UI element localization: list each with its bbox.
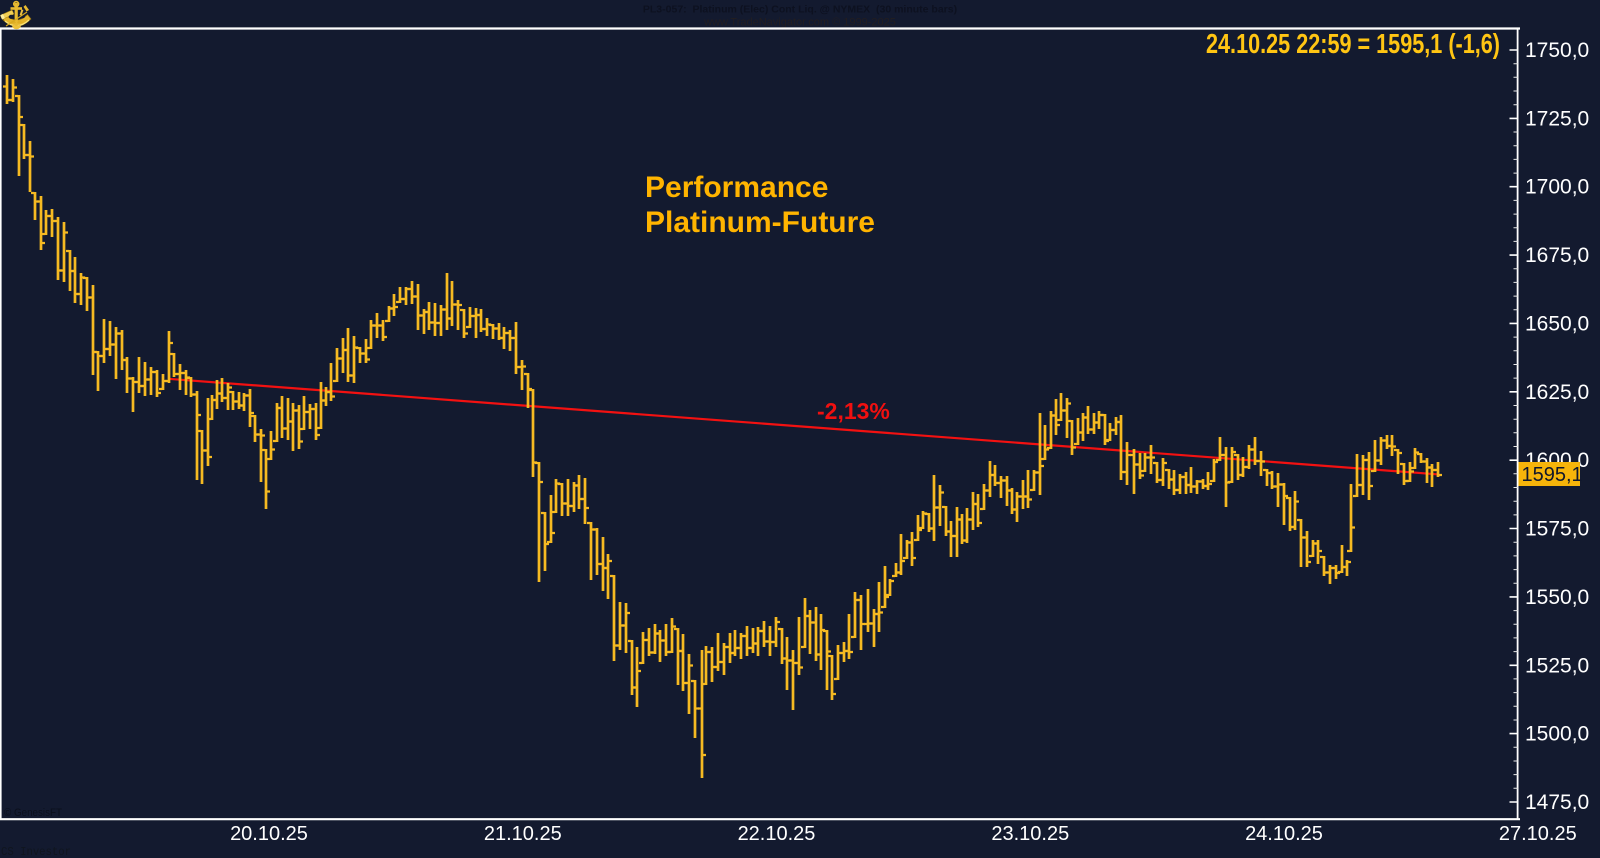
svg-text:CS Investor: CS Investor [1, 845, 71, 858]
svg-text:1575,0: 1575,0 [1525, 518, 1589, 541]
svg-text:1525,0: 1525,0 [1525, 654, 1589, 677]
svg-text:© GenesisFT: © GenesisFT [4, 807, 62, 819]
svg-text:24.10.25 22:59 = 1595,1 (-1,6): 24.10.25 22:59 = 1595,1 (-1,6) [1206, 28, 1500, 59]
svg-text:1750,0: 1750,0 [1525, 39, 1589, 62]
svg-text:1675,0: 1675,0 [1525, 244, 1589, 267]
svg-text:Performance: Performance [645, 171, 828, 204]
svg-text:24.10.25: 24.10.25 [1245, 823, 1323, 845]
svg-text:1625,0: 1625,0 [1525, 381, 1589, 404]
svg-text:Platinum-Future: Platinum-Future [645, 206, 875, 239]
svg-text:1725,0: 1725,0 [1525, 107, 1589, 130]
svg-text:1595,1: 1595,1 [1522, 464, 1583, 486]
svg-text:1550,0: 1550,0 [1525, 586, 1589, 609]
svg-text:1700,0: 1700,0 [1525, 176, 1589, 199]
svg-text:1500,0: 1500,0 [1525, 723, 1589, 746]
svg-text:www.TradeNavigator.com © 1999-: www.TradeNavigator.com © 1999-2025 [703, 17, 896, 29]
svg-text:20.10.25: 20.10.25 [230, 823, 308, 845]
svg-text:27.10.25: 27.10.25 [1499, 823, 1577, 845]
svg-text:22.10.25: 22.10.25 [738, 823, 816, 845]
svg-text:1475,0: 1475,0 [1525, 791, 1589, 814]
svg-text:PL3-057: Platinum (Elec) Cont: PL3-057: Platinum (Elec) Cont Liq. @ NYM… [643, 4, 957, 16]
svg-text:-2,13%: -2,13% [817, 398, 890, 424]
svg-text:23.10.25: 23.10.25 [991, 823, 1069, 845]
svg-text:21.10.25: 21.10.25 [484, 823, 562, 845]
svg-text:1650,0: 1650,0 [1525, 312, 1589, 335]
